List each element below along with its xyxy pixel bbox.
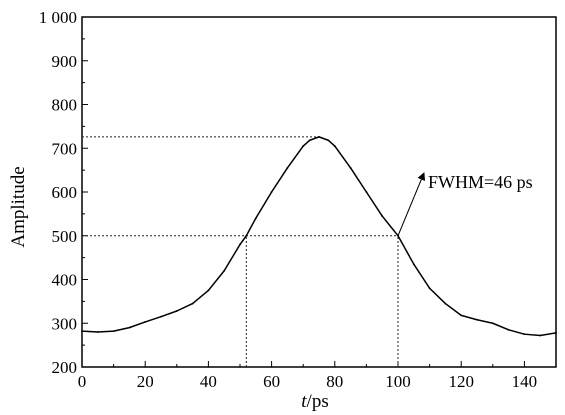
signal-series-point	[555, 331, 557, 334]
x-tick-label: 100	[385, 372, 411, 391]
x-tick-label: 0	[78, 372, 87, 391]
signal-series-point	[539, 334, 542, 337]
fwhm-annotation-label: FWHM=46 ps	[428, 172, 533, 192]
signal-series-point	[460, 314, 463, 317]
signal-series-point	[349, 167, 352, 169]
y-tick-label: 800	[52, 96, 78, 115]
x-axis-label: t/ps	[301, 391, 328, 412]
x-tick-label: 40	[200, 372, 217, 391]
x-axis-label-unit: /ps	[307, 391, 329, 412]
signal-series-point	[144, 321, 147, 323]
y-tick-label: 200	[52, 358, 78, 377]
signal-series-point	[245, 234, 248, 237]
signal-series-point	[365, 191, 368, 193]
signal-series-point	[81, 330, 83, 333]
y-tick-label: 700	[52, 139, 78, 158]
x-tick-label: 120	[448, 372, 474, 391]
signal-series-point	[318, 135, 320, 138]
signal-series-point	[491, 322, 494, 325]
signal-series-point	[444, 302, 447, 305]
signal-series-line	[81, 136, 557, 337]
plot-layer: 0 20 40 60 80 100 120 140 200 300 400 500 600 700 800 9…	[39, 8, 557, 391]
x-axis-label-variable: t	[301, 391, 307, 412]
signal-series-point	[428, 287, 431, 290]
signal-series-point	[191, 302, 194, 305]
x-tick-label: 20	[137, 372, 154, 391]
y-tick-label: 500	[52, 227, 78, 246]
signal-series-point	[112, 330, 115, 333]
signal-series-point	[507, 328, 510, 331]
x-tick-label: 60	[263, 372, 280, 391]
signal-series-point	[333, 145, 336, 147]
signal-series-point	[412, 263, 415, 266]
signal-series-point	[327, 139, 330, 142]
signal-series-point	[96, 331, 99, 333]
signal-series-point	[286, 167, 289, 169]
y-tick-label: 600	[52, 183, 78, 202]
signal-series-point	[207, 289, 210, 292]
y-tick-label: 300	[52, 314, 78, 333]
signal-series-point	[160, 315, 162, 318]
signal-series-point	[381, 215, 384, 217]
plot-frame	[81, 16, 557, 368]
signal-series-point	[270, 191, 273, 193]
annotation-arrow	[397, 172, 426, 236]
signal-series-point	[175, 310, 178, 312]
signal-series-point	[254, 217, 257, 220]
signal-series-point	[523, 333, 526, 336]
y-tick-label: 1 000	[39, 8, 77, 27]
signal-series-point	[128, 326, 131, 329]
signal-series-point	[308, 139, 311, 142]
signal-series-point	[223, 269, 226, 272]
signal-series-point	[239, 243, 241, 246]
x-tick-label: 140	[512, 372, 538, 391]
y-tick-label: 900	[52, 52, 78, 71]
signal-series-point	[302, 145, 305, 147]
y-axis-label: Amplitude	[8, 166, 29, 247]
y-tick-label: 400	[52, 271, 78, 290]
signal-series-point	[476, 318, 478, 321]
x-tick-label: 80	[326, 372, 343, 391]
